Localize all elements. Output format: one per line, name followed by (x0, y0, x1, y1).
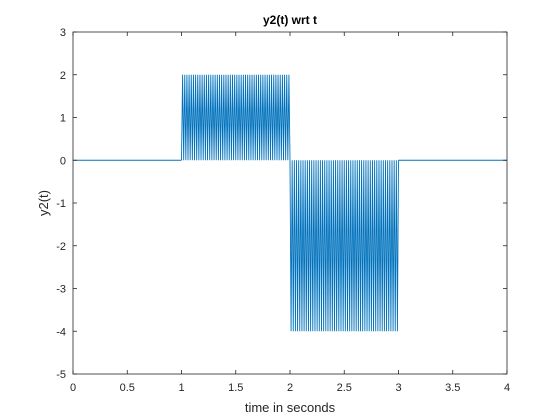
y-axis: -5 -4 -3 -2 -1 0 1 2 3 (56, 27, 507, 381)
x-tick-label: 1.5 (228, 382, 243, 394)
x-tick-label: 3 (395, 382, 401, 394)
x-axis: 0 0.5 1 1.5 2 2.5 3 3.5 4 (70, 32, 510, 394)
x-tick-label: 4 (504, 382, 510, 394)
series (73, 74, 507, 332)
x-tick-label: 2.5 (337, 382, 352, 394)
y-tick-label: -1 (56, 198, 66, 210)
y-tick-label: -5 (56, 369, 66, 381)
x-tick-label: 3.5 (445, 382, 460, 394)
x-tick-label: 2 (287, 382, 293, 394)
y-axis-label: y2(t) (36, 190, 51, 216)
chart-title: y2(t) wrt t (263, 13, 317, 27)
y-tick-label: 1 (60, 113, 66, 125)
y-tick-label: -4 (56, 326, 66, 338)
x-tick-label: 0 (70, 382, 76, 394)
y-tick-label: -3 (56, 284, 66, 296)
series-layer (73, 74, 507, 332)
x-axis-label: time in seconds (245, 400, 336, 415)
y-tick-label: 0 (60, 155, 66, 167)
y-tick-label: 2 (60, 70, 66, 82)
series-line-segment (289, 160, 399, 332)
x-tick-label: 1 (178, 382, 184, 394)
x-tick-label: 0.5 (120, 382, 135, 394)
y-tick-label: 3 (60, 27, 66, 39)
y-tick-label: -2 (56, 241, 66, 253)
series-line-segment (181, 74, 291, 161)
